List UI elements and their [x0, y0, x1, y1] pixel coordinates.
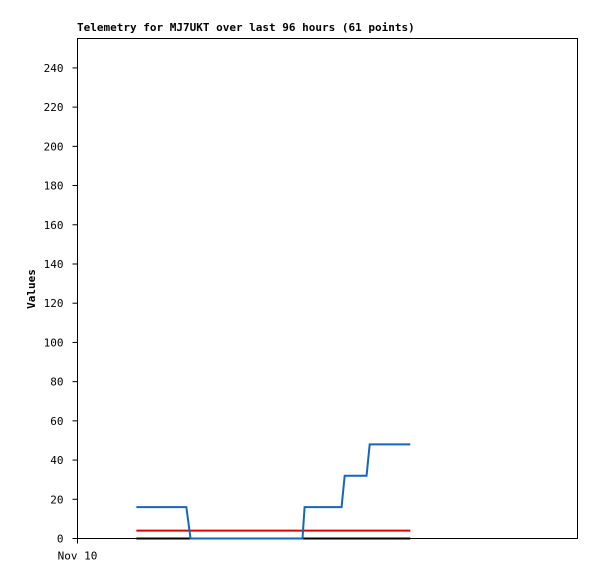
- chart-title: Telemetry for MJ7UKT over last 96 hours …: [77, 21, 415, 34]
- y-tick-label: 200: [44, 140, 64, 153]
- y-tick-label: 0: [57, 533, 64, 546]
- y-tick-label: 60: [50, 415, 63, 428]
- y-tick-label: 180: [44, 180, 64, 193]
- y-axis-label: Values: [25, 269, 38, 309]
- y-tick-label: 120: [44, 297, 64, 310]
- y-tick-label: 80: [50, 376, 63, 389]
- y-tick-label: 220: [44, 101, 64, 114]
- x-tick-label: Nov 10: [58, 550, 98, 563]
- series-line: [136, 443, 411, 540]
- plot-frame: [77, 38, 578, 539]
- y-tick-label: 240: [44, 62, 64, 75]
- y-tick-label: 40: [50, 454, 63, 467]
- y-tick-label: 20: [50, 493, 63, 506]
- y-tick-label: 100: [44, 336, 64, 349]
- y-tick-label: 140: [44, 258, 64, 271]
- y-tick-label: 160: [44, 219, 64, 232]
